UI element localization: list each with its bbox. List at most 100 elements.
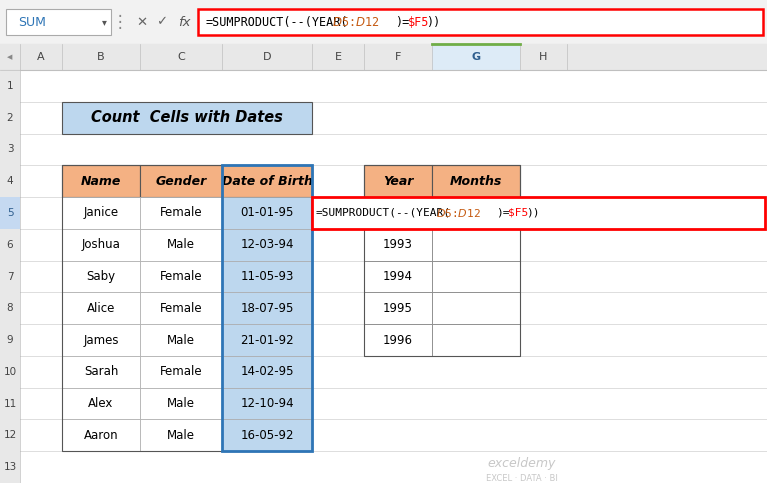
Text: $D$5:$D$12: $D$5:$D$12 bbox=[332, 15, 380, 28]
Bar bbox=[222, 419, 312, 451]
Text: 01-01-95: 01-01-95 bbox=[240, 206, 294, 219]
Bar bbox=[0, 165, 20, 197]
Bar bbox=[140, 292, 222, 324]
Text: 1995: 1995 bbox=[383, 302, 413, 315]
Text: 1993: 1993 bbox=[383, 238, 413, 251]
Text: 13: 13 bbox=[3, 462, 17, 472]
Bar bbox=[62, 419, 140, 451]
Text: 5: 5 bbox=[7, 208, 13, 218]
Text: Alex: Alex bbox=[88, 397, 114, 410]
Text: ✕: ✕ bbox=[137, 15, 147, 28]
Bar bbox=[312, 197, 765, 229]
Text: $F5: $F5 bbox=[508, 208, 528, 218]
Bar bbox=[198, 9, 763, 35]
Text: 8: 8 bbox=[7, 303, 13, 313]
Bar bbox=[222, 388, 312, 419]
Text: Saby: Saby bbox=[87, 270, 116, 283]
Text: )=: )= bbox=[395, 15, 410, 28]
Text: 1: 1 bbox=[7, 81, 13, 91]
Bar bbox=[140, 261, 222, 292]
Bar bbox=[364, 292, 432, 324]
Text: 4: 4 bbox=[7, 176, 13, 186]
Text: 11-05-93: 11-05-93 bbox=[240, 270, 294, 283]
Bar bbox=[0, 197, 20, 229]
Text: ✓: ✓ bbox=[156, 15, 167, 28]
Text: James: James bbox=[84, 334, 119, 346]
Text: =SUMPRODUCT(--(YEAR(: =SUMPRODUCT(--(YEAR( bbox=[206, 15, 348, 28]
Bar bbox=[0, 356, 20, 388]
Text: Name: Name bbox=[81, 175, 121, 188]
Text: SUM: SUM bbox=[18, 15, 46, 28]
Bar bbox=[140, 165, 222, 197]
Bar bbox=[140, 229, 222, 261]
Bar bbox=[432, 229, 520, 261]
Bar bbox=[0, 388, 20, 419]
Text: Female: Female bbox=[160, 270, 202, 283]
Text: )): )) bbox=[526, 208, 539, 218]
Bar bbox=[62, 165, 140, 197]
Text: F: F bbox=[395, 52, 401, 62]
Bar bbox=[140, 197, 222, 229]
Bar bbox=[364, 165, 520, 356]
Text: 11: 11 bbox=[3, 398, 17, 409]
Text: 14-02-95: 14-02-95 bbox=[240, 365, 294, 378]
Bar bbox=[140, 356, 222, 388]
Bar bbox=[364, 229, 432, 261]
Bar bbox=[0, 419, 20, 451]
Bar bbox=[222, 356, 312, 388]
Bar bbox=[0, 261, 20, 292]
Text: Female: Female bbox=[160, 206, 202, 219]
Text: 12-10-94: 12-10-94 bbox=[240, 397, 294, 410]
Bar bbox=[222, 165, 312, 197]
Bar bbox=[222, 261, 312, 292]
Text: H: H bbox=[539, 52, 548, 62]
Text: 21-01-92: 21-01-92 bbox=[240, 334, 294, 346]
Text: D: D bbox=[263, 52, 272, 62]
Text: 16-05-92: 16-05-92 bbox=[240, 429, 294, 442]
Bar bbox=[364, 165, 432, 197]
Bar bbox=[0, 102, 20, 133]
Text: 2: 2 bbox=[7, 113, 13, 123]
Text: 1994: 1994 bbox=[383, 270, 413, 283]
Text: Janice: Janice bbox=[84, 206, 119, 219]
Bar bbox=[62, 261, 140, 292]
Text: )): )) bbox=[426, 15, 441, 28]
Bar bbox=[62, 388, 140, 419]
Bar bbox=[222, 229, 312, 261]
Bar bbox=[222, 324, 312, 356]
Text: 6: 6 bbox=[7, 240, 13, 250]
Text: 12-03-94: 12-03-94 bbox=[240, 238, 294, 251]
Text: $D$5:$D$12: $D$5:$D$12 bbox=[436, 207, 481, 219]
Text: Male: Male bbox=[167, 429, 195, 442]
Text: Date of Birth: Date of Birth bbox=[222, 175, 312, 188]
Text: Sarah: Sarah bbox=[84, 365, 118, 378]
Bar bbox=[62, 165, 312, 451]
Text: ▾: ▾ bbox=[101, 17, 107, 27]
Text: Aaron: Aaron bbox=[84, 429, 118, 442]
Text: Gender: Gender bbox=[156, 175, 206, 188]
Text: Male: Male bbox=[167, 334, 195, 346]
Bar bbox=[0, 133, 20, 165]
Bar bbox=[432, 324, 520, 356]
Bar bbox=[0, 44, 767, 70]
Bar bbox=[62, 197, 140, 229]
Bar bbox=[432, 292, 520, 324]
Bar bbox=[62, 324, 140, 356]
Bar bbox=[0, 324, 20, 356]
Bar bbox=[62, 102, 312, 133]
Bar bbox=[140, 324, 222, 356]
Text: 3: 3 bbox=[7, 144, 13, 155]
Text: ◀: ◀ bbox=[8, 54, 13, 60]
Text: EXCEL · DATA · BI: EXCEL · DATA · BI bbox=[486, 474, 558, 483]
Bar bbox=[62, 229, 140, 261]
Bar bbox=[432, 44, 520, 70]
Text: 10: 10 bbox=[3, 367, 17, 377]
Text: G: G bbox=[472, 52, 481, 62]
Text: B: B bbox=[97, 52, 105, 62]
Text: A: A bbox=[37, 52, 44, 62]
Text: )=: )= bbox=[496, 208, 509, 218]
Text: C: C bbox=[177, 52, 185, 62]
Text: E: E bbox=[334, 52, 341, 62]
Bar bbox=[62, 356, 140, 388]
Bar bbox=[222, 197, 312, 229]
